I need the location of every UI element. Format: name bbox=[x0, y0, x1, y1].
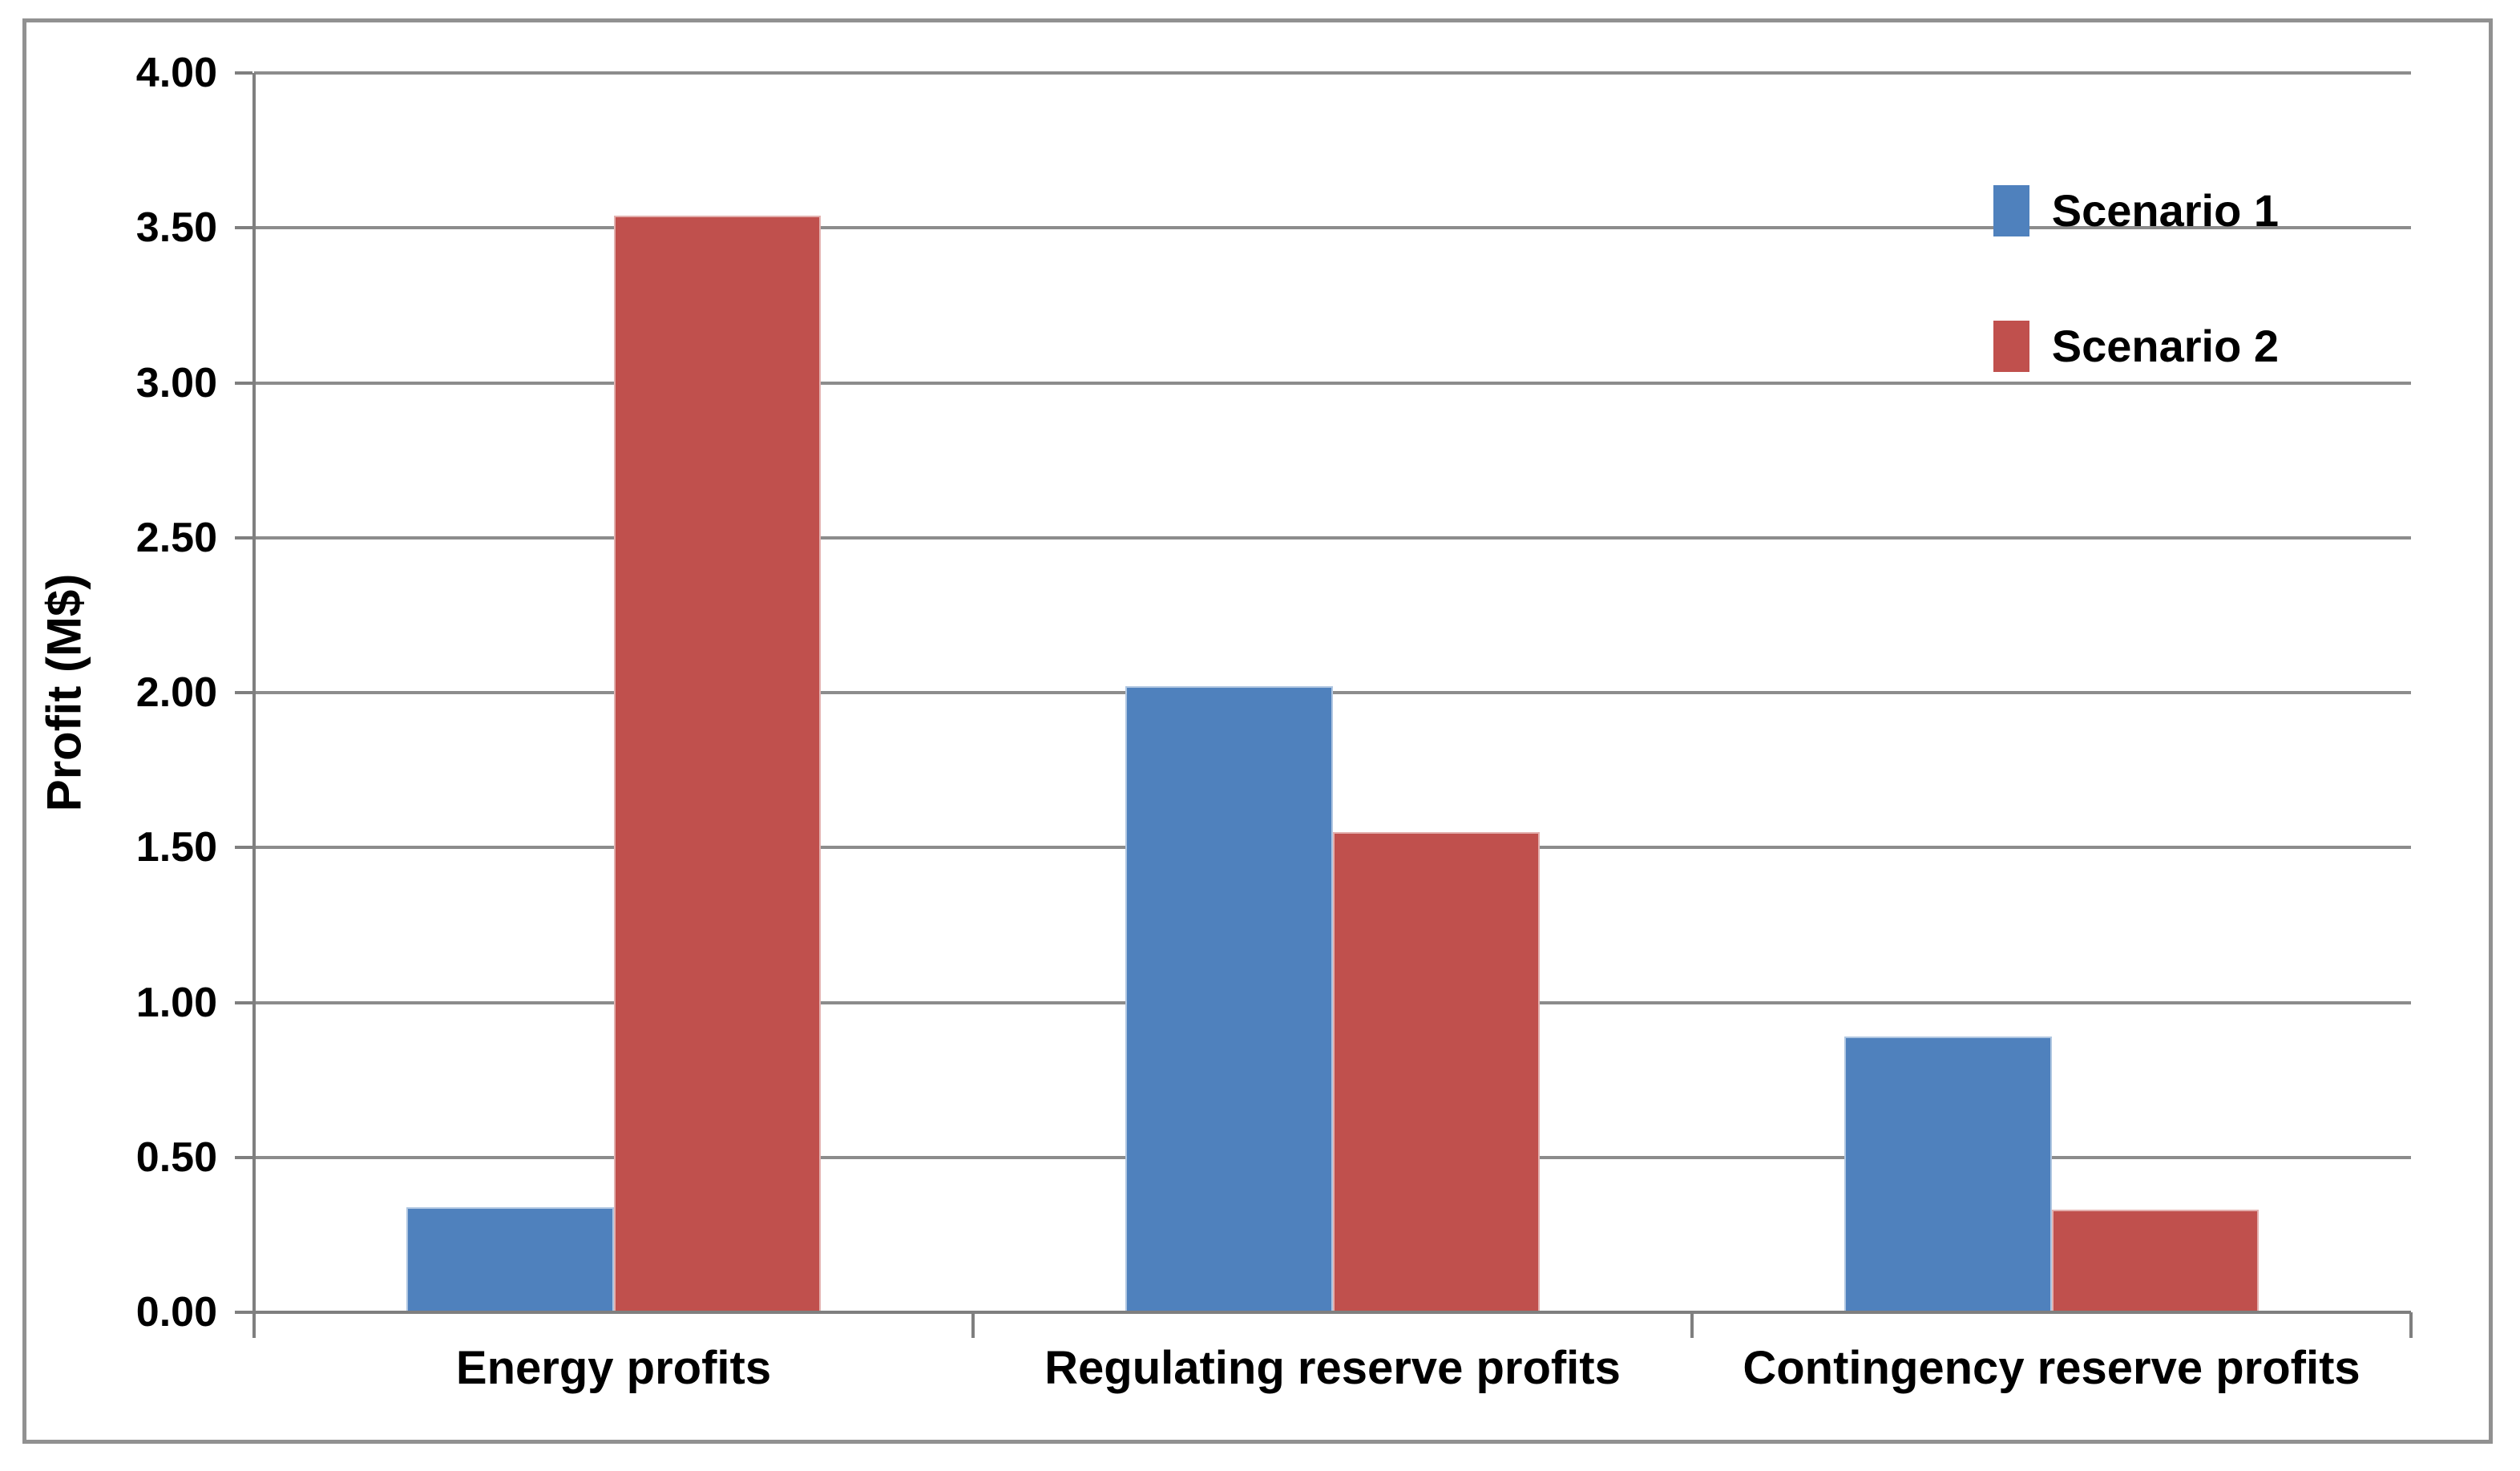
x-category-label: Energy profits bbox=[455, 1342, 772, 1394]
legend-label: Scenario 2 bbox=[2051, 321, 2279, 371]
y-tick-label: 1.00 bbox=[135, 979, 217, 1026]
gridline bbox=[254, 71, 2411, 75]
bar-scenario-2 bbox=[2051, 1210, 2259, 1312]
y-tick bbox=[235, 1000, 252, 1004]
y-tick-label: 2.00 bbox=[135, 669, 217, 716]
y-tick bbox=[235, 1155, 252, 1159]
legend-swatch-scenario-2 bbox=[1993, 321, 2029, 372]
gridline bbox=[254, 381, 2411, 385]
x-tick bbox=[1690, 1312, 1694, 1338]
y-tick bbox=[235, 226, 252, 230]
bar-scenario-1 bbox=[1125, 686, 1333, 1312]
y-tick bbox=[235, 535, 252, 540]
x-tick bbox=[252, 1312, 256, 1338]
x-axis-line bbox=[254, 1311, 2411, 1314]
legend-swatch-scenario-1 bbox=[1993, 185, 2029, 236]
y-tick-label: 0.50 bbox=[135, 1134, 217, 1181]
x-tick bbox=[971, 1312, 975, 1338]
x-axis-labels: Energy profits Regulating reserve profits… bbox=[254, 1340, 2411, 1396]
plot-area: Scenario 1 Scenario 2 0.00 0.50 1.00 1.50 2.0… bbox=[136, 52, 2413, 1338]
y-tick bbox=[235, 71, 252, 75]
y-tick-label: 3.00 bbox=[135, 359, 217, 406]
bar-scenario-1 bbox=[406, 1206, 614, 1312]
x-category-label: Regulating reserve profits bbox=[1044, 1342, 1621, 1394]
y-axis-line bbox=[252, 73, 256, 1336]
y-axis-title: Profit (M$) bbox=[37, 573, 91, 812]
bar-scenario-1 bbox=[1844, 1037, 2052, 1312]
category-group bbox=[254, 73, 973, 1312]
y-tick bbox=[235, 1311, 252, 1314]
category-group bbox=[973, 73, 1692, 1312]
x-category-label: Contingency reserve profits bbox=[1743, 1342, 2360, 1394]
bars-container bbox=[254, 73, 2411, 1312]
legend-item: Scenario 2 bbox=[1993, 321, 2279, 372]
legend: Scenario 1 Scenario 2 bbox=[1993, 185, 2279, 372]
y-tick bbox=[235, 381, 252, 385]
y-tick bbox=[235, 846, 252, 850]
y-tick bbox=[235, 691, 252, 694]
gridline bbox=[254, 535, 2411, 540]
y-tick-label: 1.50 bbox=[135, 824, 217, 871]
legend-item: Scenario 1 bbox=[1993, 185, 2279, 236]
bar-scenario-2 bbox=[1332, 831, 1540, 1312]
y-tick-label: 3.50 bbox=[135, 204, 217, 252]
gridline bbox=[254, 691, 2411, 694]
y-tick-label: 2.50 bbox=[135, 514, 217, 561]
gridline bbox=[254, 226, 2411, 230]
x-tick bbox=[2409, 1312, 2413, 1338]
legend-label: Scenario 1 bbox=[2051, 185, 2279, 236]
y-tick-label: 4.00 bbox=[135, 50, 217, 96]
y-tick-label: 0.00 bbox=[135, 1289, 217, 1336]
category-group bbox=[1692, 73, 2411, 1312]
bar-scenario-2 bbox=[613, 215, 821, 1312]
